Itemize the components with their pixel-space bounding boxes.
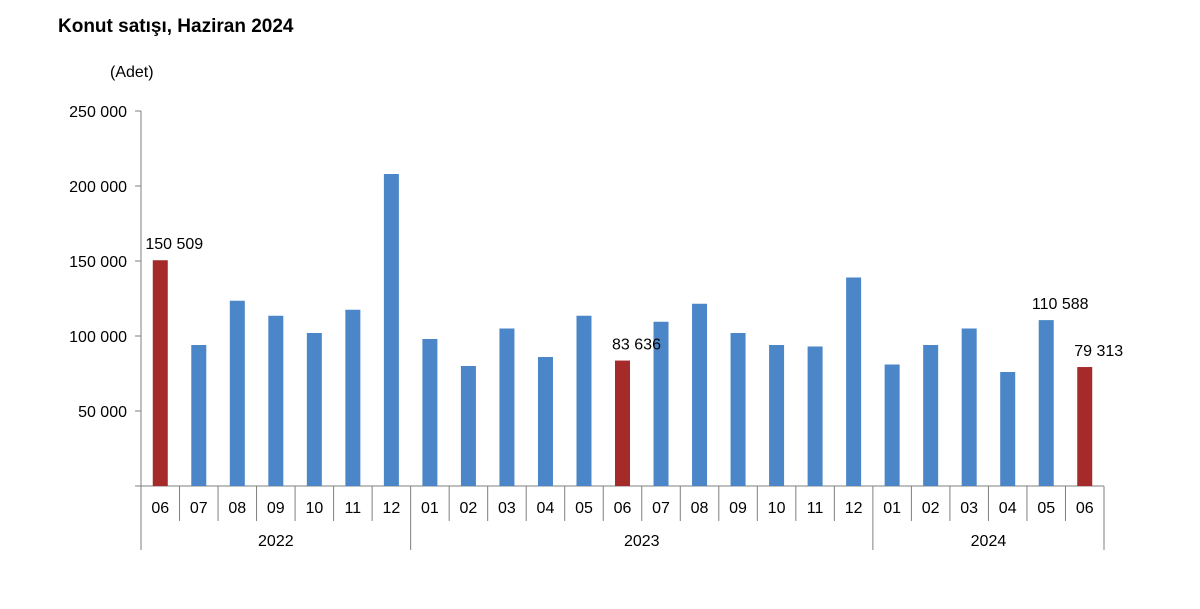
- bar: [383, 174, 399, 486]
- bar: [460, 366, 476, 486]
- y-tick-label: 50 000: [78, 404, 127, 421]
- bar: [191, 345, 207, 486]
- x-tick-label: 12: [382, 500, 400, 517]
- bar: [692, 303, 708, 486]
- bar: [229, 300, 245, 486]
- x-tick-label: 11: [807, 500, 824, 517]
- x-tick-label: 01: [883, 500, 901, 517]
- bar: [306, 333, 322, 486]
- data-label: 150 509: [145, 236, 203, 253]
- bar: [1038, 320, 1054, 486]
- bar: [923, 345, 939, 486]
- x-tick-label: 05: [1037, 500, 1055, 517]
- x-tick-label: 08: [691, 500, 709, 517]
- x-tick-label: 10: [768, 500, 786, 517]
- data-label: 83 636: [612, 337, 661, 354]
- x-tick-label: 09: [729, 500, 747, 517]
- year-label: 2023: [624, 533, 660, 550]
- x-tick-label: 05: [575, 500, 593, 517]
- x-tick-label: 12: [845, 500, 863, 517]
- bar: [884, 364, 900, 486]
- x-tick-label: 03: [960, 500, 978, 517]
- bar: [615, 360, 630, 486]
- x-tick-label: 04: [537, 500, 555, 517]
- x-tick-label: 09: [267, 500, 285, 517]
- x-tick-label: 04: [999, 500, 1017, 517]
- x-tick-label: 07: [652, 500, 670, 517]
- x-tick-label: 06: [151, 500, 169, 517]
- y-tick-label: 200 000: [69, 179, 127, 196]
- bar: [422, 339, 438, 486]
- bar: [1077, 367, 1093, 486]
- y-tick-label: 150 000: [69, 254, 127, 271]
- bar: [846, 277, 862, 486]
- bar: [268, 315, 284, 486]
- data-label: 79 313: [1074, 343, 1123, 360]
- y-axis-unit-label: (Adet): [110, 64, 154, 81]
- bar: [537, 357, 553, 486]
- x-tick-label: 08: [228, 500, 246, 517]
- chart-title: Konut satışı, Haziran 2024: [58, 16, 294, 37]
- y-tick-label: 250 000: [69, 104, 127, 121]
- x-tick-label: 11: [345, 500, 362, 517]
- x-tick-label: 02: [460, 500, 478, 517]
- x-tick-label: 03: [498, 500, 516, 517]
- bar: [499, 328, 515, 486]
- x-tick-label: 01: [421, 500, 439, 517]
- x-tick-label: 06: [1076, 500, 1094, 517]
- data-label: 110 588: [1032, 296, 1089, 313]
- bar: [769, 345, 785, 486]
- year-label: 2022: [258, 533, 294, 550]
- x-tick-label: 06: [614, 500, 632, 517]
- bar: [730, 333, 746, 486]
- bar: [807, 346, 823, 486]
- year-label: 2024: [971, 533, 1007, 550]
- x-tick-label: 10: [305, 500, 323, 517]
- bar: [152, 260, 168, 486]
- y-tick-label: 100 000: [69, 329, 127, 346]
- x-tick-label: 07: [190, 500, 208, 517]
- bar: [653, 321, 669, 486]
- bar: [961, 328, 977, 486]
- bar: [1000, 372, 1016, 486]
- x-tick-label: 02: [922, 500, 940, 517]
- bar: [576, 315, 592, 486]
- bar: [345, 309, 361, 486]
